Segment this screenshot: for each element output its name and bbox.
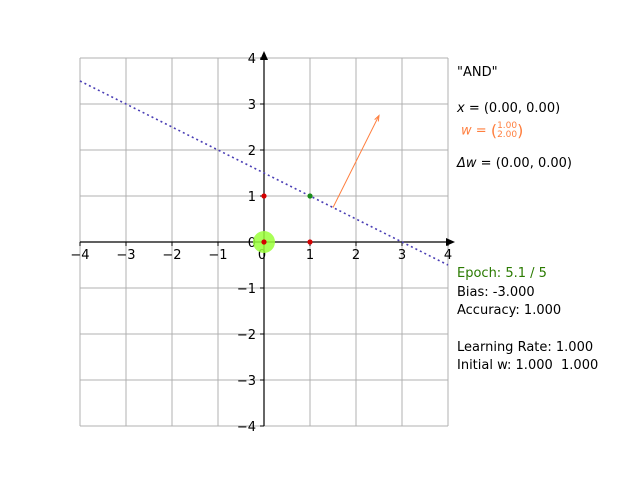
x-tick-label: 4	[444, 248, 452, 263]
x-tick-label: 1	[306, 248, 314, 263]
x-symbol: x	[457, 101, 465, 116]
y-tick-label: 1	[248, 190, 256, 205]
w-paren-close: )	[517, 121, 524, 140]
w-symbol: w	[461, 123, 472, 139]
learning-rate-text: Learning Rate: 1.000	[457, 340, 594, 355]
y-axis-arrowhead	[260, 51, 268, 60]
dw-symbol: Δw	[457, 156, 477, 171]
y-tick-label: 2	[248, 144, 256, 159]
w-paren-open: (	[490, 121, 498, 140]
data-point	[307, 193, 313, 199]
x-tick-label: −2	[162, 248, 181, 263]
dw-value: = (0.00, 0.00)	[476, 156, 572, 171]
x-axis-arrowhead	[446, 238, 455, 246]
w-matrix: 1.00 2.00	[497, 122, 517, 140]
dataset-title: "AND"	[457, 65, 498, 80]
w-top: 1.00	[497, 121, 518, 131]
x-tick-label: 0	[258, 248, 266, 263]
y-tick-label: −3	[237, 374, 256, 389]
data-point	[261, 239, 267, 245]
initial-w-text: Initial w: 1.000 1.000	[457, 358, 599, 373]
data-point	[307, 239, 313, 245]
x-value: = (0.00, 0.00)	[464, 101, 561, 116]
tick-labels: −4 −3 −2 −1 0 1 2 3 4 −4 −3 −2 −1 0 1 2 3 4	[70, 52, 452, 435]
y-tick-label: 4	[248, 52, 256, 67]
x-tick-label: −3	[116, 248, 135, 263]
weight-vector: w = (1.00 2.00)	[461, 122, 523, 141]
y-tick-label: 3	[248, 98, 256, 113]
chart-marks	[79, 80, 449, 266]
data-point	[261, 193, 267, 199]
y-tick-label: −2	[237, 328, 256, 343]
x-tick-label: −4	[70, 248, 89, 263]
y-tick-label: 0	[248, 236, 256, 251]
bias-text: Bias: -3.000	[457, 285, 535, 300]
x-tick-label: 2	[352, 248, 360, 263]
weight-arrow-line	[332, 115, 380, 208]
decision-boundary-line	[79, 80, 449, 266]
w-bottom: 2.00	[497, 130, 518, 140]
epoch-text: Epoch: 5.1 / 5	[457, 266, 547, 281]
x-tick-label: 3	[398, 248, 406, 263]
weight-arrow-head	[374, 114, 380, 122]
x-tick-label: −1	[208, 248, 227, 263]
y-tick-label: −4	[237, 420, 256, 435]
w-equals: =	[471, 123, 491, 139]
accuracy-text: Accuracy: 1.000	[457, 303, 562, 318]
input-vector: x = (0.00, 0.00)	[457, 100, 560, 118]
y-tick-label: −1	[237, 282, 256, 297]
delta-w: Δw = (0.00, 0.00)	[457, 155, 572, 173]
